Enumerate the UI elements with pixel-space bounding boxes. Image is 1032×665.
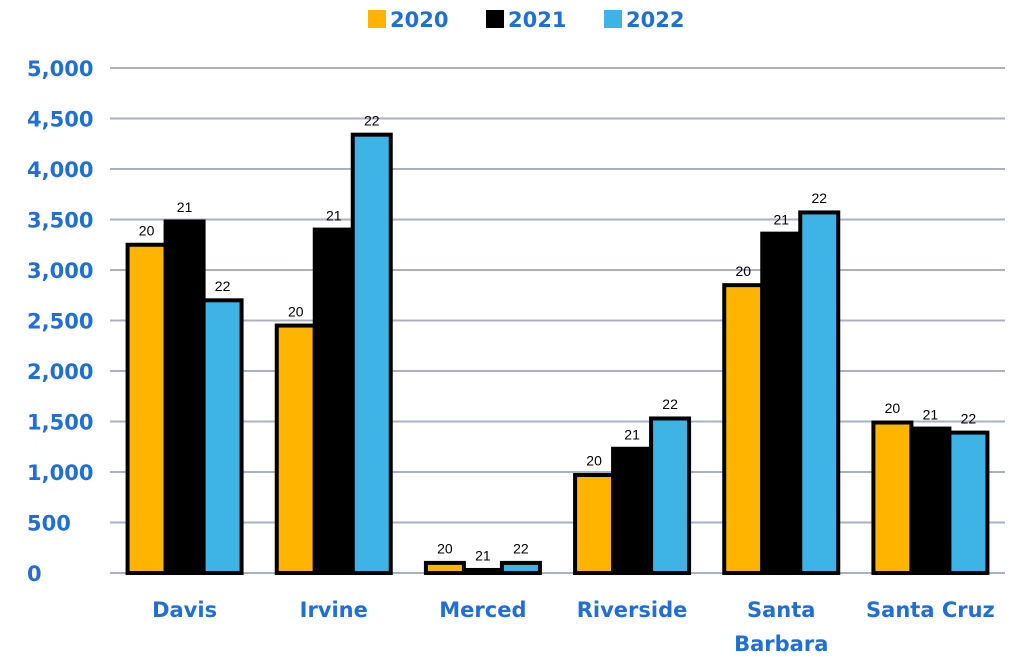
y-tick-label: 0 [27, 562, 42, 586]
y-tick-label: 3,000 [27, 259, 93, 283]
y-tick-label: 500 [27, 512, 71, 536]
bar [722, 283, 765, 575]
y-tick-label: 2,000 [27, 360, 93, 384]
legend-label: 2021 [508, 8, 566, 32]
bar [947, 430, 990, 575]
data-label: 20 [586, 453, 602, 469]
bar [871, 420, 914, 576]
bar [760, 231, 803, 575]
bar [312, 227, 355, 575]
bar [461, 567, 504, 575]
bar [573, 473, 616, 575]
bar [611, 446, 654, 575]
data-label: 20 [139, 222, 155, 238]
bar [909, 426, 952, 575]
data-label: 21 [923, 406, 939, 422]
y-tick-label: 3,500 [27, 209, 93, 233]
data-label: 21 [624, 426, 640, 442]
data-label: 21 [326, 207, 342, 223]
bar [499, 560, 542, 576]
data-label: 22 [811, 190, 827, 206]
x-tick-label: Irvine [299, 598, 368, 622]
legend-swatch [368, 10, 386, 28]
bar [423, 560, 466, 576]
y-tick-label: 5,000 [27, 57, 93, 81]
legend-label: 2020 [390, 8, 448, 32]
data-label: 22 [215, 278, 231, 294]
legend-swatch [604, 10, 622, 28]
x-tick-label: Santa Cruz [866, 598, 995, 622]
x-tick-label: Santa Barbara [734, 598, 829, 656]
y-tick-label: 1,000 [27, 461, 93, 485]
data-label: 20 [437, 541, 453, 557]
data-label: 22 [513, 541, 529, 557]
x-tick-label: Riverside [576, 598, 688, 622]
data-label: 22 [662, 396, 678, 412]
data-label: 22 [961, 410, 977, 426]
legend-label: 2022 [626, 8, 684, 32]
data-label: 21 [773, 211, 789, 227]
bar [163, 219, 206, 576]
y-tick-label: 1,500 [27, 411, 93, 435]
data-label: 20 [735, 263, 751, 279]
data-label: 20 [885, 400, 901, 416]
data-label: 21 [475, 548, 491, 564]
bar [649, 416, 692, 575]
bar [798, 210, 841, 575]
x-tick-label: Davis [152, 598, 218, 622]
y-tick-label: 2,500 [27, 310, 93, 334]
legend-swatch [486, 10, 504, 28]
data-label: 20 [288, 303, 304, 319]
data-label: 22 [364, 112, 380, 128]
data-label: 21 [177, 199, 193, 215]
bar [125, 242, 168, 575]
y-tick-label: 4,500 [27, 108, 93, 132]
bar [274, 323, 317, 575]
bar [201, 298, 244, 575]
bar [350, 132, 393, 575]
x-tick-label: Merced [439, 598, 527, 622]
y-tick-label: 4,000 [27, 158, 93, 182]
